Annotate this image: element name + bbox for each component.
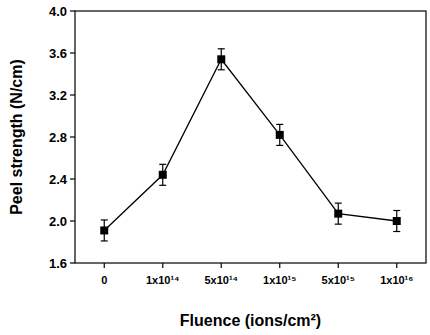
x-tick-label: 0	[101, 274, 107, 286]
x-tick-label: 1x10¹⁶	[380, 274, 413, 286]
error-cap	[393, 231, 400, 232]
y-tick-label: 2.0	[49, 214, 67, 229]
error-cap	[276, 145, 283, 146]
x-tick	[221, 263, 222, 268]
error-bar	[276, 124, 283, 145]
y-tick	[70, 10, 75, 11]
y-tick-label: 3.6	[49, 46, 67, 61]
y-tick	[70, 262, 75, 263]
x-tick	[279, 263, 280, 268]
y-tick	[70, 52, 75, 53]
y-tick-label: 4.0	[49, 4, 67, 19]
error-cap	[218, 48, 225, 49]
marker	[217, 55, 225, 63]
marker	[159, 171, 167, 179]
x-axis-label: Fluence (ions/cm²)	[180, 312, 321, 329]
error-cap	[335, 224, 342, 225]
plot-frame	[75, 11, 426, 263]
error-cap	[276, 124, 283, 125]
y-axis-label: Peel strength (N/cm)	[8, 59, 25, 215]
y-tick	[70, 94, 75, 95]
error-cap	[159, 164, 166, 165]
data-group	[100, 49, 401, 241]
y-tick-label: 3.2	[49, 88, 67, 103]
y-tick-label: 2.8	[49, 130, 67, 145]
error-cap	[393, 210, 400, 211]
marker	[100, 226, 108, 234]
marker	[393, 217, 401, 225]
x-tick-label: 5x10¹⁵	[322, 274, 355, 286]
error-bar	[393, 211, 400, 232]
y-tick	[70, 220, 75, 221]
error-cap	[218, 69, 225, 70]
y-tick	[70, 178, 75, 179]
y-tick-label: 1.6	[49, 256, 67, 271]
error-cap	[335, 203, 342, 204]
x-tick	[104, 263, 105, 268]
x-tick	[338, 263, 339, 268]
error-bar	[101, 220, 108, 241]
error-bar	[218, 49, 225, 70]
error-cap	[159, 185, 166, 186]
error-cap	[101, 240, 108, 241]
error-cap	[101, 219, 108, 220]
x-tick-label: 1x10¹⁵	[263, 274, 296, 286]
x-tick-label: 5x10¹⁴	[204, 274, 238, 286]
y-tick-label: 2.4	[49, 172, 68, 187]
series-line	[104, 59, 397, 230]
x-tick	[396, 263, 397, 268]
y-tick	[70, 136, 75, 137]
marker	[334, 210, 342, 218]
x-tick-label: 1x10¹⁴	[146, 274, 180, 286]
marker	[276, 131, 284, 139]
error-bar	[159, 164, 166, 185]
error-bar	[335, 203, 342, 224]
x-tick	[162, 263, 163, 268]
